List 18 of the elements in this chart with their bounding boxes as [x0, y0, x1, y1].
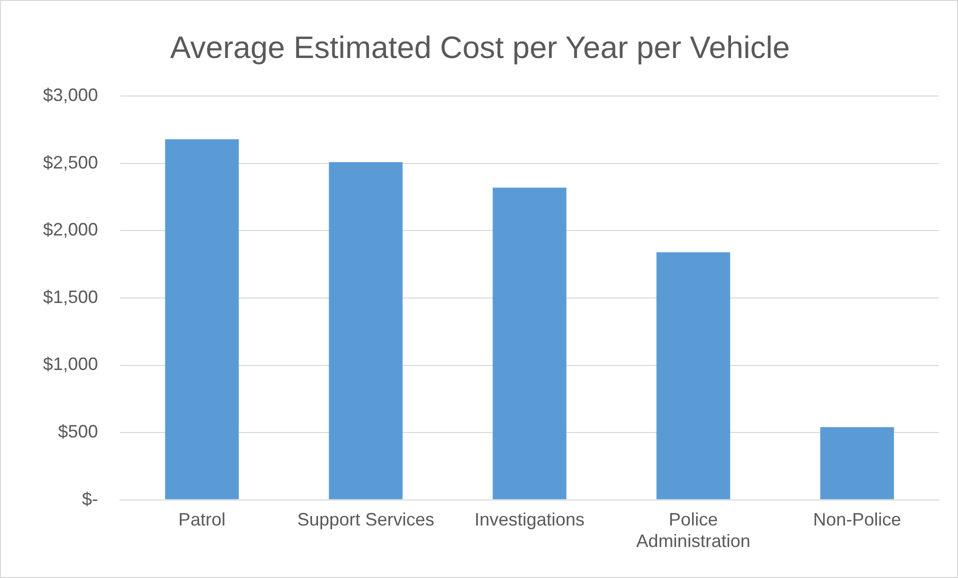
bar: [492, 188, 566, 500]
bar: [820, 427, 894, 500]
y-tick-label: $1,500: [42, 286, 98, 307]
x-tick-label: Support Services: [297, 510, 434, 530]
x-tick-label: Patrol: [178, 510, 226, 530]
bar: [165, 139, 239, 500]
y-tick-label: $2,500: [42, 152, 98, 172]
bar: [656, 252, 730, 500]
y-tick-label: $1,000: [42, 354, 98, 374]
x-tick-label: Investigations: [474, 510, 585, 530]
x-tick-label: Non-Police: [813, 510, 902, 530]
chart-title: Average Estimated Cost per Year per Vehicle: [170, 30, 790, 66]
bar: [328, 162, 403, 500]
y-tick-label: $500: [58, 422, 98, 442]
x-tick-label: Police Administration: [636, 510, 750, 552]
y-tick-label: $-: [82, 488, 98, 509]
y-tick-label: $3,000: [42, 85, 98, 106]
y-tick-label: $2,000: [42, 220, 98, 240]
